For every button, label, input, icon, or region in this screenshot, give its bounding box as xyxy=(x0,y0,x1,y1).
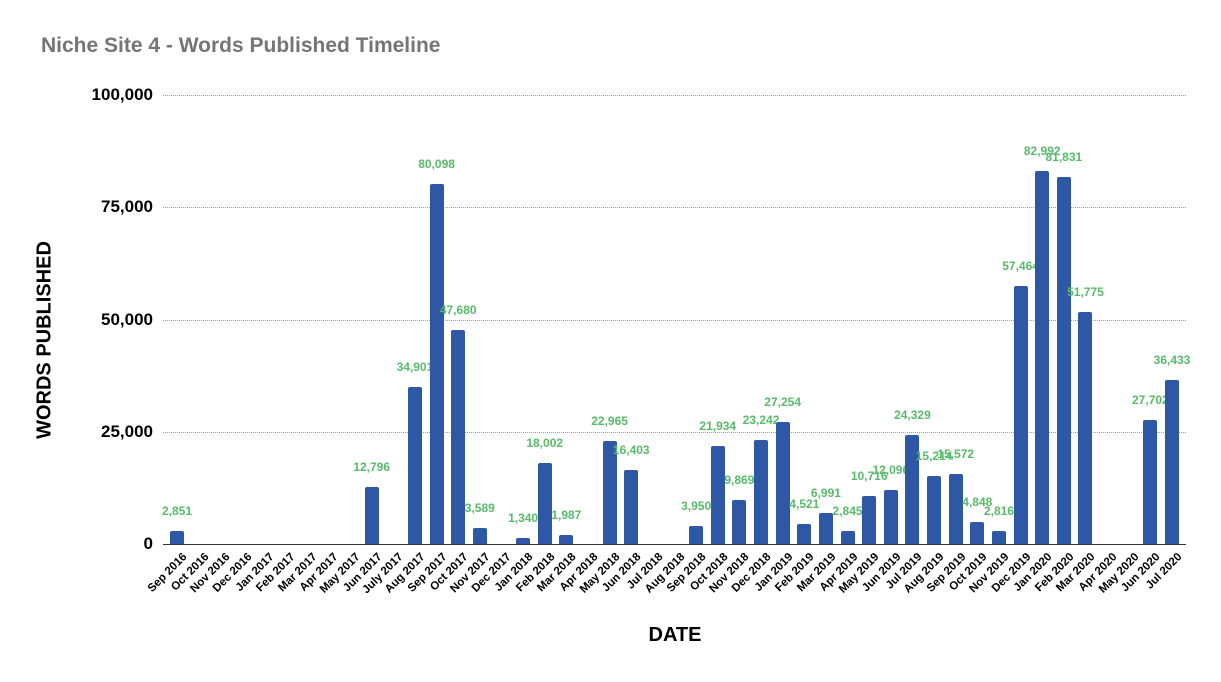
data-label: 4,848 xyxy=(962,495,993,510)
data-label: 2,851 xyxy=(161,504,193,519)
bar[interactable] xyxy=(754,439,769,544)
x-axis-title: DATE xyxy=(648,624,702,646)
y-tick-label: 0 xyxy=(143,534,153,553)
bar[interactable] xyxy=(970,522,985,544)
data-label: 27,702 xyxy=(1132,392,1169,407)
bar[interactable] xyxy=(429,184,444,544)
data-label: 10,716 xyxy=(850,468,888,483)
data-label: 3,589 xyxy=(464,500,495,515)
data-label: 2,816 xyxy=(983,504,1014,519)
data-label: 16,403 xyxy=(612,443,650,458)
data-label: 34,901 xyxy=(396,360,434,375)
data-label: 82,992 xyxy=(1023,144,1061,159)
bar[interactable] xyxy=(775,421,790,544)
chart-title: Niche Site 4 - Words Published Timeline xyxy=(41,34,441,57)
x-axis-line xyxy=(163,544,1186,545)
data-label: 22,965 xyxy=(591,413,628,428)
bar[interactable] xyxy=(170,531,184,544)
data-label: 4,521 xyxy=(789,496,820,511)
data-label: 81,831 xyxy=(1045,149,1083,164)
gridline xyxy=(163,319,1186,321)
data-label: 27,254 xyxy=(764,394,801,409)
bar[interactable] xyxy=(818,512,833,544)
data-label: 36,433 xyxy=(1153,353,1191,368)
bar[interactable] xyxy=(516,537,531,544)
bar[interactable] xyxy=(991,531,1006,544)
data-label: 1,340 xyxy=(508,510,539,525)
bar[interactable] xyxy=(1035,171,1050,544)
bar[interactable] xyxy=(1078,311,1093,544)
data-label: 80,098 xyxy=(418,157,455,172)
bar[interactable] xyxy=(905,434,920,544)
y-axis-title: WORDS PUBLISHED xyxy=(33,241,56,439)
data-label: 57,464 xyxy=(1002,258,1039,273)
bar[interactable] xyxy=(710,445,725,544)
data-label: 12,796 xyxy=(353,459,391,474)
data-label: 12,096 xyxy=(872,462,910,477)
gridline xyxy=(163,431,1186,433)
bar[interactable] xyxy=(407,387,422,544)
data-label: 3,950 xyxy=(681,499,712,514)
bar[interactable] xyxy=(624,470,639,544)
data-label: 24,329 xyxy=(894,407,931,422)
bar[interactable] xyxy=(840,531,855,544)
data-label: 21,934 xyxy=(699,418,737,433)
gridline xyxy=(163,95,1186,96)
bar[interactable] xyxy=(1165,380,1179,544)
data-label: 2,845 xyxy=(832,504,863,519)
bar[interactable] xyxy=(797,523,812,544)
data-label: 6,991 xyxy=(810,485,841,500)
data-label: 9,869 xyxy=(724,472,755,487)
bar[interactable] xyxy=(451,329,466,544)
bar[interactable] xyxy=(1143,419,1158,544)
y-tick-label: 100,000 xyxy=(91,85,153,104)
bar[interactable] xyxy=(927,475,942,544)
gridline xyxy=(163,207,1186,209)
data-label: 1,987 xyxy=(551,508,582,523)
bar[interactable] xyxy=(689,526,704,544)
bar[interactable] xyxy=(1013,285,1028,544)
bar[interactable] xyxy=(862,495,877,544)
bar[interactable] xyxy=(732,499,747,544)
bar[interactable] xyxy=(602,440,617,544)
bar[interactable] xyxy=(537,463,552,544)
data-label: 15,572 xyxy=(937,447,975,462)
data-label: 18,002 xyxy=(526,436,564,451)
data-label: 23,242 xyxy=(742,412,780,427)
bar[interactable] xyxy=(364,486,379,544)
bar[interactable] xyxy=(559,535,574,544)
bar[interactable] xyxy=(883,489,898,544)
y-tick-label: 25,000 xyxy=(101,421,153,441)
data-label: 47,680 xyxy=(439,302,477,317)
y-tick-label: 75,000 xyxy=(101,197,153,217)
data-label: 51,775 xyxy=(1067,284,1104,299)
bar[interactable] xyxy=(948,474,963,544)
data-label: 15,214 xyxy=(915,448,953,463)
bar[interactable] xyxy=(472,527,487,544)
y-tick-label: 50,000 xyxy=(101,309,153,329)
bar[interactable] xyxy=(1056,176,1071,544)
